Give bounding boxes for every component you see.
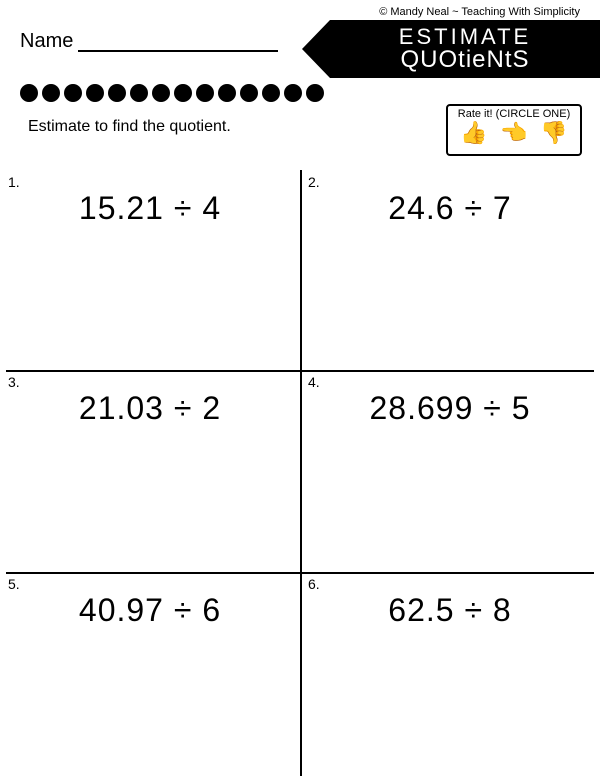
decorative-dots — [20, 84, 324, 102]
problem-number: 4. — [308, 374, 320, 390]
dot-icon — [284, 84, 302, 102]
title-line-2: QUOtieNtS — [330, 46, 600, 74]
dot-icon — [196, 84, 214, 102]
problem-expression: 28.699 ÷ 5 — [300, 390, 600, 427]
thumbs-row: 👍 👈 👎 — [448, 122, 580, 144]
rate-it-box: Rate it! (CIRCLE ONE) 👍 👈 👎 — [446, 104, 582, 156]
problem-number: 1. — [8, 174, 20, 190]
thumbs-down-icon[interactable]: 👎 — [540, 122, 567, 144]
problem-expression: 40.97 ÷ 6 — [0, 592, 300, 629]
problem-number: 6. — [308, 576, 320, 592]
dot-icon — [130, 84, 148, 102]
rate-it-label: Rate it! (CIRCLE ONE) — [448, 106, 580, 120]
grid-vertical-line — [300, 170, 302, 776]
problem-number: 2. — [308, 174, 320, 190]
title-banner: ESTIMATE QUOtieNtS — [330, 20, 600, 78]
name-input-line[interactable] — [78, 50, 278, 52]
dot-icon — [64, 84, 82, 102]
header: Name ESTIMATE QUOtieNtS — [0, 24, 600, 82]
problem-number: 3. — [8, 374, 20, 390]
problem-expression: 21.03 ÷ 2 — [0, 390, 300, 427]
dot-icon — [262, 84, 280, 102]
dot-icon — [108, 84, 126, 102]
dot-icon — [20, 84, 38, 102]
thumbs-up-icon[interactable]: 👍 — [460, 122, 487, 144]
problem-expression: 15.21 ÷ 4 — [0, 190, 300, 227]
grid-horizontal-line-2 — [6, 572, 594, 574]
dot-icon — [86, 84, 104, 102]
problem-expression: 24.6 ÷ 7 — [300, 190, 600, 227]
problem-grid: 1. 15.21 ÷ 4 2. 24.6 ÷ 7 3. 21.03 ÷ 2 4.… — [0, 170, 600, 776]
name-label: Name — [20, 30, 73, 53]
dot-icon — [240, 84, 258, 102]
copyright-text: © Mandy Neal ~ Teaching With Simplicity — [379, 6, 580, 18]
problem-number: 5. — [8, 576, 20, 592]
grid-horizontal-line-1 — [6, 370, 594, 372]
problem-expression: 62.5 ÷ 8 — [300, 592, 600, 629]
dot-icon — [306, 84, 324, 102]
dot-icon — [218, 84, 236, 102]
dot-icon — [152, 84, 170, 102]
dot-icon — [174, 84, 192, 102]
instruction-text: Estimate to find the quotient. — [28, 118, 231, 136]
dot-icon — [42, 84, 60, 102]
thumbs-side-icon[interactable]: 👈 — [500, 122, 527, 144]
